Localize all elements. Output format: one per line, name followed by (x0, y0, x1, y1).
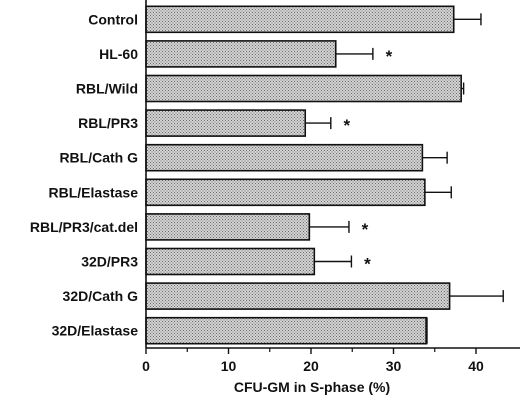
category-label: 32D/Elastase (52, 323, 139, 339)
x-axis-title: CFU-GM in S-phase (%) (234, 379, 390, 395)
category-label: 32D/Cath G (63, 288, 139, 304)
category-label: HL-60 (99, 46, 138, 62)
significance-marker: * (343, 116, 350, 135)
significance-marker: * (364, 255, 371, 274)
x-tick-label: 10 (221, 358, 237, 374)
category-label: RBL/Elastase (49, 184, 139, 200)
category-label: RBL/Cath G (59, 150, 138, 166)
bar (145, 247, 316, 276)
x-tick-label: 20 (303, 358, 319, 374)
bars: * * * * (145, 5, 504, 345)
category-label: 32D/PR3 (81, 254, 138, 270)
category-label: RBL/PR3 (78, 115, 138, 131)
bar (145, 282, 451, 310)
bar (145, 74, 462, 103)
bar (145, 316, 428, 345)
bar (145, 178, 426, 207)
significance-marker: * (386, 47, 393, 66)
x-tick-label: 40 (468, 358, 484, 374)
bar (145, 143, 424, 172)
category-label: RBL/PR3/cat.del (30, 219, 138, 235)
category-label: RBL/Wild (76, 81, 138, 97)
x-tick-label: 0 (142, 358, 150, 374)
significance-marker: * (362, 220, 369, 239)
bar (145, 109, 307, 137)
axes: Control HL-60 RBL/Wild RBL/PR3 RBL/Cath G RBL… (30, 0, 520, 374)
x-tick-label: 30 (386, 358, 402, 374)
category-label: Control (88, 11, 138, 27)
bar (145, 213, 311, 241)
bar (145, 40, 337, 68)
bar (145, 5, 455, 34)
